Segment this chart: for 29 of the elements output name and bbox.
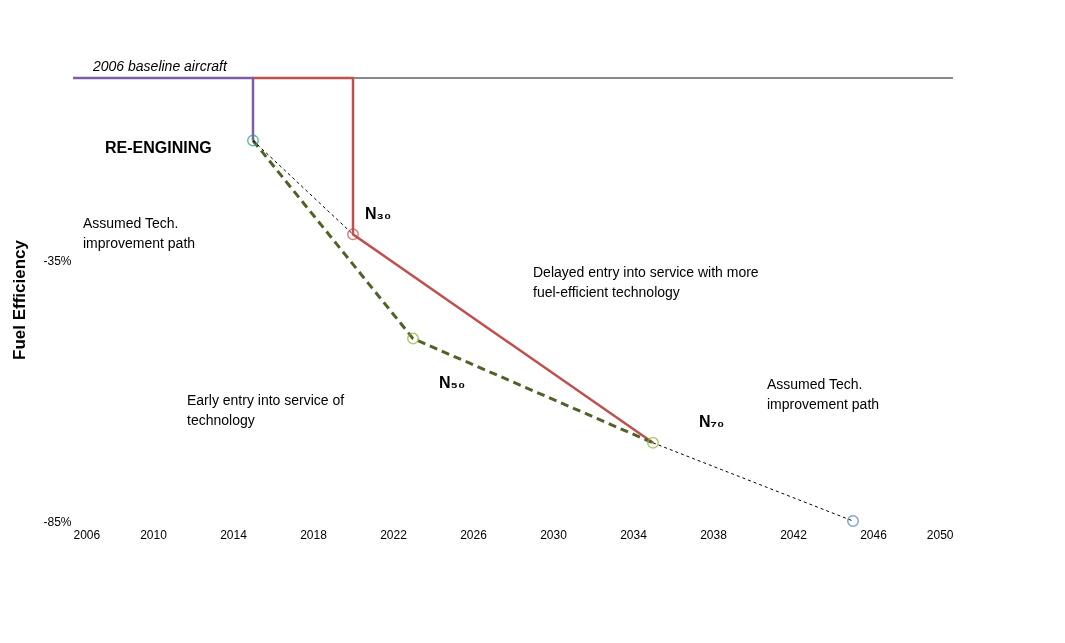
annotation: N₅₀ (439, 373, 466, 391)
x-tick-label: 2050 (926, 527, 954, 542)
annotation: RE-ENGINING (105, 139, 212, 157)
x-tick-label: 2034 (620, 527, 648, 542)
x-tick-label: 2010 (140, 527, 168, 542)
annotation: Assumed Tech. improvement path (83, 214, 196, 251)
point (847, 515, 859, 527)
x-tick-label: 2006 (73, 527, 101, 542)
x-tick-label: 2042 (780, 527, 808, 542)
y-tick-label: -85% (43, 514, 72, 529)
annotation: N₃₀ (365, 204, 392, 222)
y-axis-title: Fuel Efficiency (10, 239, 30, 360)
x-tick-label: 2026 (460, 527, 488, 542)
point (347, 228, 359, 241)
x-tick-label: 2014 (220, 527, 248, 542)
point (247, 134, 259, 147)
x-tick-label: 2030 (540, 527, 568, 542)
y-tick-label: -35% (43, 253, 72, 268)
x-tick-label: 2018 (300, 527, 328, 542)
annotation: Delayed entry into service with more fuel-efficient technology (533, 264, 759, 301)
x-tick-label: 2038 (700, 527, 728, 542)
annotation: N₇₀ (699, 412, 725, 430)
x-tick-label: 2022 (380, 527, 408, 542)
point (647, 436, 659, 449)
annotation: Assumed Tech. improvement path (767, 376, 880, 413)
x-tick-label: 2046 (860, 527, 888, 542)
point (407, 332, 419, 345)
annotation: 2006 baseline aircraft (92, 58, 228, 74)
annotation: Early entry into service of technology (187, 392, 345, 429)
